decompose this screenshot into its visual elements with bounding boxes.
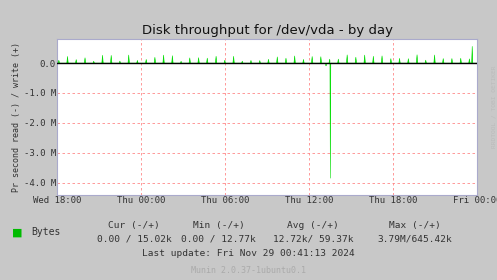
Text: Bytes: Bytes xyxy=(31,227,60,237)
Text: Max (-/+): Max (-/+) xyxy=(389,221,441,230)
Text: 0.00 / 12.77k: 0.00 / 12.77k xyxy=(181,235,256,244)
Text: 12.72k/ 59.37k: 12.72k/ 59.37k xyxy=(273,235,353,244)
Text: Last update: Fri Nov 29 00:41:13 2024: Last update: Fri Nov 29 00:41:13 2024 xyxy=(142,249,355,258)
Title: Disk throughput for /dev/vda - by day: Disk throughput for /dev/vda - by day xyxy=(142,24,393,37)
Text: 0.00 / 15.02k: 0.00 / 15.02k xyxy=(97,235,171,244)
Text: Min (-/+): Min (-/+) xyxy=(193,221,245,230)
Text: Cur (-/+): Cur (-/+) xyxy=(108,221,160,230)
Y-axis label: Pr second read (-) / write (+): Pr second read (-) / write (+) xyxy=(12,42,21,192)
Text: Munin 2.0.37-1ubuntu0.1: Munin 2.0.37-1ubuntu0.1 xyxy=(191,266,306,275)
Text: RRDTOOL / TOBI OETIKER: RRDTOOL / TOBI OETIKER xyxy=(491,65,496,148)
Text: Avg (-/+): Avg (-/+) xyxy=(287,221,339,230)
Text: 3.79M/645.42k: 3.79M/645.42k xyxy=(378,235,452,244)
Text: ■: ■ xyxy=(12,227,23,237)
